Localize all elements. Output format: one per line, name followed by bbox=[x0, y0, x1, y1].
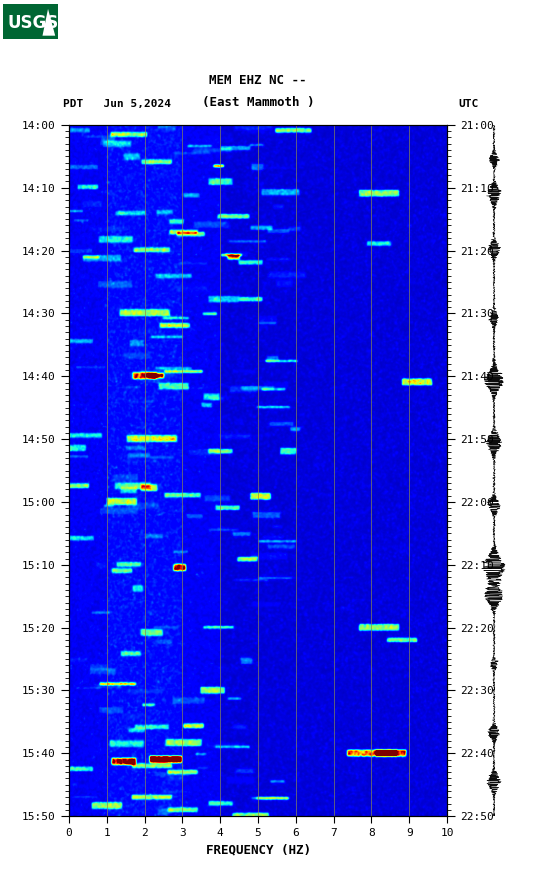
FancyBboxPatch shape bbox=[3, 4, 58, 39]
Polygon shape bbox=[43, 9, 55, 36]
X-axis label: FREQUENCY (HZ): FREQUENCY (HZ) bbox=[205, 844, 311, 856]
Text: MEM EHZ NC --: MEM EHZ NC -- bbox=[209, 74, 307, 87]
Text: PDT   Jun 5,2024: PDT Jun 5,2024 bbox=[63, 99, 172, 109]
Text: UTC: UTC bbox=[458, 99, 479, 109]
Text: USGS: USGS bbox=[7, 14, 59, 32]
Text: (East Mammoth ): (East Mammoth ) bbox=[202, 95, 314, 109]
